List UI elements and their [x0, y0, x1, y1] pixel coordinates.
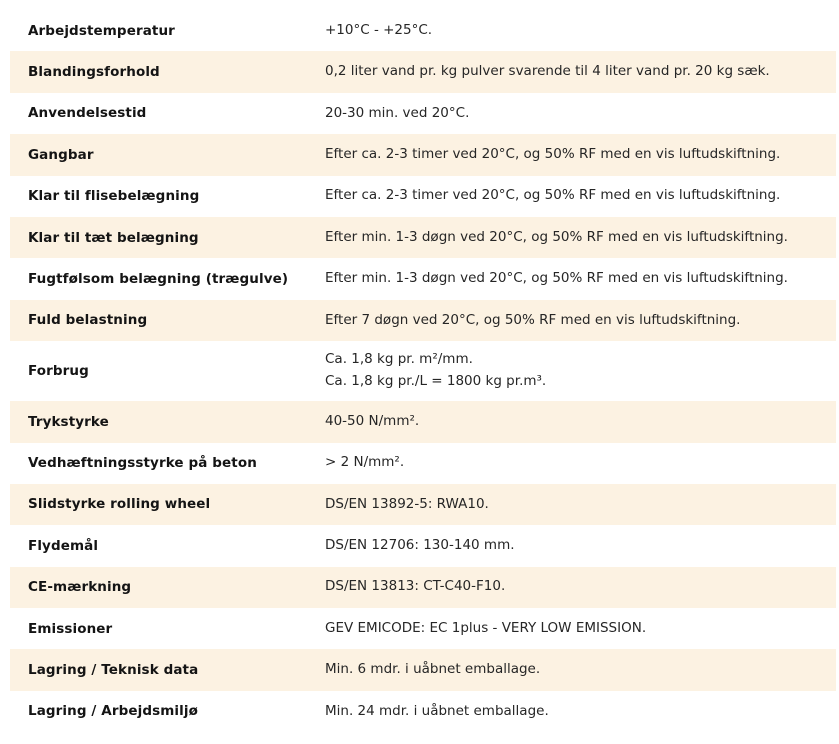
row-value-line: DS/EN 13813: CT-C40-F10. [325, 578, 506, 595]
row-label: Flydemål [28, 537, 99, 554]
table-row: Blandingsforhold 0,2 liter vand pr. kg p… [10, 51, 836, 93]
row-label: Trykstyrke [28, 413, 109, 430]
table-row: Klar til flisebelægning Efter ca. 2-3 ti… [10, 175, 836, 217]
row-value-line: DS/EN 13892-5: RWA10. [325, 495, 489, 512]
row-label: Blandingsforhold [28, 63, 160, 80]
row-value-line: Efter ca. 2-3 timer ved 20°C, og 50% RF … [325, 187, 781, 204]
table-row: CE-mærkning DS/EN 13813: CT-C40-F10. [10, 566, 836, 609]
row-value: DS/EN 13892-5: RWA10. [325, 494, 830, 516]
row-value-line: > 2 N/mm². [325, 454, 405, 471]
row-value: Efter min. 1-3 døgn ved 20°C, og 50% RF … [325, 268, 830, 290]
row-value: Efter ca. 2-3 timer ved 20°C, og 50% RF … [325, 185, 830, 207]
row-label: Anvendelsestid [28, 105, 147, 122]
row-label: Gangbar [28, 146, 94, 163]
row-label: Emissioner [28, 620, 113, 637]
table-row: Anvendelsestid 20-30 min. ved 20°C. [10, 92, 836, 135]
row-value-line: 0,2 liter vand pr. kg pulver svarende ti… [325, 63, 770, 80]
row-value: +10°C - +25°C. [325, 20, 830, 42]
table-row: Gangbar Efter ca. 2-3 timer ved 20°C, og… [10, 134, 836, 176]
row-value-line: Efter min. 1-3 døgn ved 20°C, og 50% RF … [325, 270, 788, 287]
row-label: Fuld belastning [28, 312, 148, 329]
row-value-line: +10°C - +25°C. [325, 21, 433, 38]
row-value: DS/EN 12706: 130-140 mm. [325, 535, 830, 557]
row-value-line: Min. 6 mdr. i uåbnet emballage. [325, 661, 541, 678]
row-label: Vedhæftningsstyrke på beton [28, 455, 257, 472]
row-value: 0,2 liter vand pr. kg pulver svarende ti… [325, 61, 830, 83]
row-value: 20-30 min. ved 20°C. [325, 103, 830, 125]
row-value: Min. 24 mdr. i uåbnet emballage. [325, 701, 830, 723]
row-value-line: Ca. 1,8 kg pr. m²/mm. [325, 351, 473, 368]
row-value: Ca. 1,8 kg pr. m²/mm. Ca. 1,8 kg pr./L = … [325, 349, 830, 393]
table-row: Forbrug Ca. 1,8 kg pr. m²/mm. Ca. 1,8 kg … [10, 341, 836, 402]
row-value: 40-50 N/mm². [325, 411, 830, 433]
table-row: Trykstyrke 40-50 N/mm². [10, 401, 836, 443]
row-value: Efter ca. 2-3 timer ved 20°C, og 50% RF … [325, 144, 830, 166]
table-row: Klar til tæt belægning Efter min. 1-3 dø… [10, 216, 836, 259]
row-value-line: DS/EN 12706: 130-140 mm. [325, 537, 515, 554]
table-row: Fugtfølsom belægning (trægulve) Efter mi… [10, 258, 836, 300]
row-label: Slidstyrke rolling wheel [28, 496, 211, 513]
row-value: DS/EN 13813: CT-C40-F10. [325, 576, 830, 598]
row-value-line: Ca. 1,8 kg pr./L = 1800 kg pr.m³. [325, 373, 547, 390]
row-value-line: GEV EMICODE: EC 1plus - VERY LOW EMISSIO… [325, 619, 647, 636]
row-value: Min. 6 mdr. i uåbnet emballage. [325, 659, 830, 681]
row-label: Arbejdstemperatur [28, 22, 175, 39]
row-label: Klar til tæt belægning [28, 229, 199, 246]
row-value-line: Min. 24 mdr. i uåbnet emballage. [325, 702, 549, 719]
row-value-line: 40-50 N/mm². [325, 412, 420, 429]
row-value: Efter 7 døgn ved 20°C, og 50% RF med en … [325, 310, 830, 332]
table-row: Arbejdstemperatur +10°C - +25°C. [10, 10, 836, 52]
row-label: Fugtfølsom belægning (trægulve) [28, 270, 289, 287]
row-label: Lagring / Teknisk data [28, 662, 199, 679]
row-value-line: Efter ca. 2-3 timer ved 20°C, og 50% RF … [325, 145, 781, 162]
table-row: Emissioner GEV EMICODE: EC 1plus - VERY … [10, 608, 836, 650]
row-value: Efter min. 1-3 døgn ved 20°C, og 50% RF … [325, 227, 830, 249]
table-row: Fuld belastning Efter 7 døgn ved 20°C, o… [10, 299, 836, 342]
row-value-line: Efter min. 1-3 døgn ved 20°C, og 50% RF … [325, 228, 788, 245]
row-label: Klar til flisebelægning [28, 188, 200, 205]
table-row: Flydemål DS/EN 12706: 130-140 mm. [10, 525, 836, 567]
row-label: Lagring / Arbejdsmiljø [28, 703, 198, 720]
row-label: CE-mærkning [28, 579, 132, 596]
table-row: Lagring / Arbejdsmiljø Min. 24 mdr. i uå… [10, 690, 836, 733]
table-row: Vedhæftningsstyrke på beton > 2 N/mm². [10, 442, 836, 484]
row-value: GEV EMICODE: EC 1plus - VERY LOW EMISSIO… [325, 618, 830, 640]
table-row: Lagring / Teknisk data Min. 6 mdr. i uåb… [10, 649, 836, 691]
table-row: Slidstyrke rolling wheel DS/EN 13892-5: … [10, 483, 836, 526]
row-value-line: 20-30 min. ved 20°C. [325, 104, 470, 121]
row-value: > 2 N/mm². [325, 452, 830, 474]
row-value-line: Efter 7 døgn ved 20°C, og 50% RF med en … [325, 311, 741, 328]
row-label: Forbrug [28, 363, 89, 380]
